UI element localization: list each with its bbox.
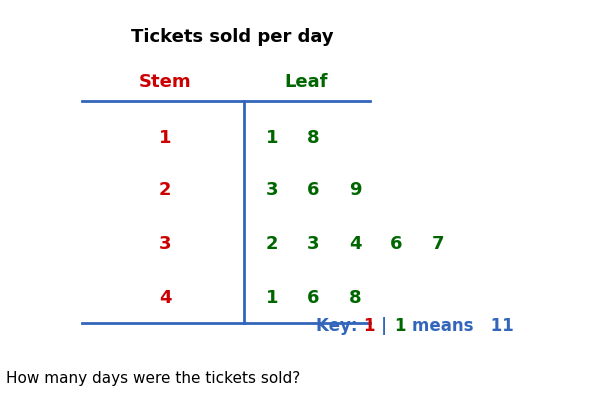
Text: 2: 2 — [266, 235, 278, 253]
Text: 3: 3 — [266, 181, 278, 199]
Text: 1: 1 — [364, 317, 375, 335]
Text: 3: 3 — [307, 235, 320, 253]
Text: 6: 6 — [307, 181, 320, 199]
Text: means   11: means 11 — [412, 317, 514, 335]
Text: 4: 4 — [159, 289, 171, 307]
Text: 7: 7 — [432, 235, 444, 253]
Text: 1: 1 — [395, 317, 406, 335]
Text: How many days were the tickets sold?: How many days were the tickets sold? — [6, 370, 301, 386]
Text: Tickets sold per day: Tickets sold per day — [131, 28, 334, 46]
Text: Leaf: Leaf — [284, 73, 328, 91]
Text: 1: 1 — [266, 289, 278, 307]
Text: 8: 8 — [349, 289, 361, 307]
Text: 1: 1 — [159, 129, 171, 147]
Text: 6: 6 — [390, 235, 403, 253]
Text: 9: 9 — [349, 181, 361, 199]
Text: 2: 2 — [159, 181, 171, 199]
Text: 4: 4 — [349, 235, 361, 253]
Text: 6: 6 — [307, 289, 320, 307]
Text: 8: 8 — [307, 129, 320, 147]
Text: Key:: Key: — [316, 317, 364, 335]
Text: 3: 3 — [159, 235, 171, 253]
Text: |: | — [381, 317, 387, 335]
Text: 1: 1 — [266, 129, 278, 147]
Text: Stem: Stem — [139, 73, 191, 91]
